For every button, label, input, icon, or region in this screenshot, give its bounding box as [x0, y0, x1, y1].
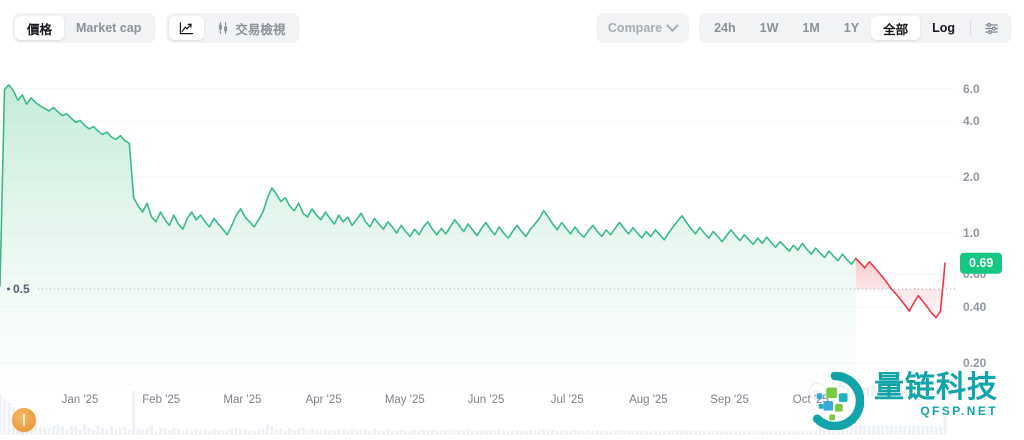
tab-market-cap[interactable]: Market cap [64, 16, 153, 40]
reference-dot [7, 287, 10, 291]
view-segmented-control: 交易檢視 [166, 13, 301, 43]
qfsp-logo-icon [812, 372, 864, 430]
line-chart-icon [179, 21, 194, 36]
chart-settings-button[interactable] [974, 16, 1009, 40]
x-axis-tick-label: Jul '25 [550, 394, 584, 406]
toolbar-right-group: Compare 24h 1W 1M 1Y 全部 [595, 13, 1012, 43]
view-trading[interactable]: 交易檢視 [204, 16, 297, 40]
metric-segmented-control: 價格 Market cap [12, 13, 157, 43]
volume-bars [0, 391, 947, 435]
y-axis-tick-label: 0.20 [963, 355, 987, 370]
alert-badge-icon[interactable] [12, 408, 36, 432]
sliders-icon [984, 21, 999, 36]
x-axis-tick-label: Sep '25 [710, 394, 749, 406]
range-1m[interactable]: 1M [790, 16, 831, 40]
compare-dropdown[interactable]: Compare [595, 13, 690, 43]
view-trading-label: 交易檢視 [235, 22, 286, 37]
range-1y-label: 1Y [843, 21, 860, 35]
x-axis-tick-label: Mar '25 [223, 394, 262, 406]
range-1y[interactable]: 1Y [832, 16, 871, 40]
toolbar-left-group: 價格 Market cap [12, 13, 301, 43]
x-axis-tick-label: Feb '25 [142, 394, 181, 406]
candlestick-icon [216, 21, 230, 35]
x-axis-tick-label: Aug '25 [629, 394, 668, 406]
qfsp-watermark-text: 量链科技 QFSP.NET [874, 372, 998, 418]
range-all-label: 全部 [883, 22, 909, 37]
reference-line-label: 0.5 [13, 281, 30, 296]
range-1w[interactable]: 1W [748, 16, 791, 40]
qfsp-watermark-en: QFSP.NET [920, 403, 998, 418]
tab-price[interactable]: 價格 [15, 16, 65, 40]
y-axis-tick-label: 0.40 [963, 299, 987, 314]
y-axis: 0.20 0.40 0.60 1.0 2.0 4.0 6.0 0.69 [955, 56, 1024, 440]
compare-label: Compare [607, 21, 663, 35]
x-axis-tick-label: Jan '25 [61, 394, 99, 406]
tab-price-label: 價格 [27, 22, 53, 37]
current-price-badge: 0.69 [960, 252, 1003, 274]
toggle-log-scale-label: Log [932, 21, 955, 35]
coinmarketcap-logo-icon [808, 382, 827, 401]
time-range-segmented-control: 24h 1W 1M 1Y 全部 Log [699, 13, 1012, 43]
toolbar-divider [970, 20, 971, 36]
tab-market-cap-label: Market cap [76, 21, 142, 35]
x-axis: Jan '25 Feb '25 Mar '25 Apr '25 May '25 Jun '… [0, 392, 1024, 412]
price-series-svg [0, 84, 955, 435]
range-all[interactable]: 全部 [871, 16, 921, 40]
range-24h-label: 24h [714, 21, 736, 35]
y-axis-tick-label: 6.0 [963, 81, 980, 96]
view-line-chart[interactable] [169, 16, 205, 40]
toggle-log-scale[interactable]: Log [920, 16, 967, 40]
x-axis-tick-label: May '25 [384, 394, 425, 406]
range-24h[interactable]: 24h [702, 16, 748, 40]
qfsp-watermark: 量链科技 QFSP.NET [806, 372, 998, 430]
chevron-down-icon [666, 18, 679, 32]
y-axis-tick-label: 4.0 [963, 114, 980, 129]
x-axis-tick-label: Jun '25 [467, 394, 505, 406]
range-1m-label: 1M [802, 21, 820, 35]
qfsp-watermark-cn: 量链科技 [874, 371, 998, 404]
x-axis-tick-label: Apr '25 [305, 394, 342, 406]
y-axis-tick-label: 2.0 [963, 170, 980, 185]
range-1w-label: 1W [759, 21, 779, 35]
chart-toolbar: 價格 Market cap [0, 0, 1024, 56]
y-axis-tick-label: 1.0 [963, 226, 980, 241]
